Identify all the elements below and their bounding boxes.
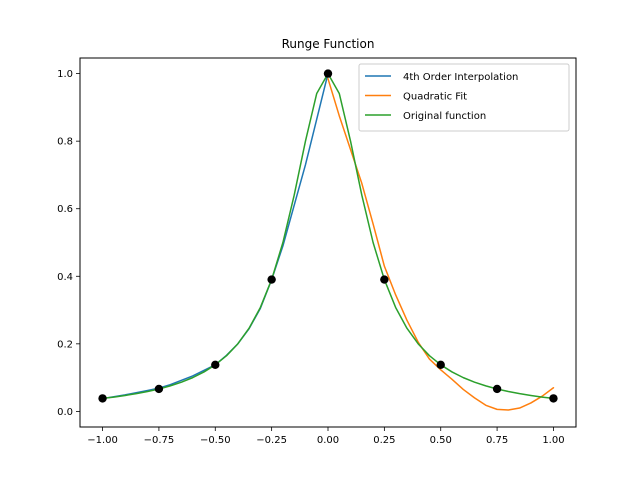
y-tick-label: 0.0 <box>57 407 73 418</box>
y-tick-label: 1.0 <box>57 69 73 80</box>
data-point <box>380 275 389 284</box>
legend-label-1: 4th Order Interpolation <box>403 72 518 83</box>
x-tick-label: −1.00 <box>87 435 118 446</box>
axis-ticks: −1.00 −0.75 −0.50 −0.25 0.00 0.25 0.50 0.75 1.00… <box>57 69 564 446</box>
x-tick-label: −0.25 <box>256 435 287 446</box>
x-tick-label: 0.25 <box>373 435 395 446</box>
data-point <box>98 394 107 403</box>
legend-label-3: Original function <box>403 111 486 122</box>
data-point <box>436 360 445 370</box>
y-tick-label: 0.6 <box>57 204 73 215</box>
legend-box <box>358 63 570 132</box>
y-tick-label: 0.8 <box>57 137 73 148</box>
y-tick-label: 0.2 <box>57 339 73 350</box>
x-tick-label: −0.50 <box>200 435 231 446</box>
data-point <box>154 384 164 394</box>
x-tick-label: 1.00 <box>542 435 564 446</box>
data-point <box>492 384 502 394</box>
plot-area <box>98 69 558 411</box>
x-tick-label: 0.75 <box>486 435 508 446</box>
series-line-2 <box>327 77 555 411</box>
y-tick-label: 0.4 <box>57 272 73 283</box>
x-tick-label: −0.75 <box>144 435 175 446</box>
data-point <box>323 69 333 78</box>
data-point <box>267 275 276 284</box>
chart-title: Runge Function <box>282 37 375 51</box>
x-tick-label: 0.00 <box>317 435 339 446</box>
x-tick-label: 0.50 <box>430 435 452 446</box>
data-point <box>211 360 220 370</box>
legend: 4th Order Interpolation Quadratic Fit Orig… <box>358 63 570 132</box>
legend-label-2: Quadratic Fit <box>403 92 467 103</box>
data-point <box>549 394 558 403</box>
